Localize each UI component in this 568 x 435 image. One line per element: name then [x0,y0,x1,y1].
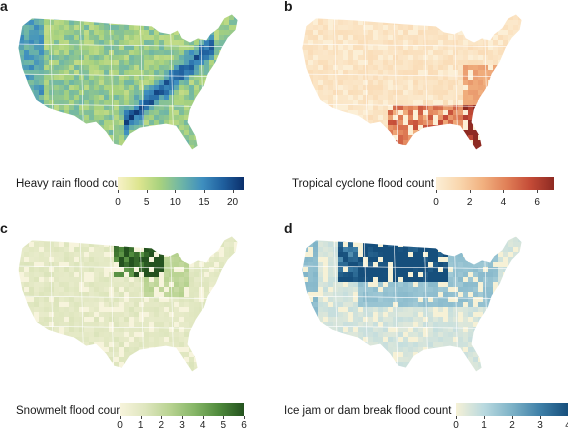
colorbar-tick-label: 5 [143,197,150,208]
panel-letter: a [0,0,8,14]
colorbar-tick-label: 10 [169,197,181,208]
colorbar [456,403,568,416]
map-panel-c: c Snowmelt flood count 0 1 2 3 4 5 6 [0,220,284,435]
colorbar-tick-label: 0 [433,197,439,208]
colorbar-tickmark [204,190,205,193]
colorbar-tickmark [456,416,457,419]
colorbar-tick-label: 6 [534,197,540,208]
colorbar-tickmark [244,416,245,419]
us-county-map [301,235,523,373]
colorbar-tick-label: 2 [466,197,473,208]
colorbar-tickmark [118,190,119,193]
legend-label: Ice jam or dam break flood count [284,405,452,417]
legend-label: Heavy rain flood count [16,178,131,190]
colorbar-tickmark [470,190,471,193]
colorbar-tickmark [120,416,121,419]
colorbar-tickmark [540,416,541,419]
panel-letter: d [284,220,293,236]
colorbar-tickmark [203,416,204,419]
colorbar-tickmark [512,416,513,419]
panel-letter: b [284,0,293,14]
colorbar-tickmark [233,190,234,193]
map-panel-a: a Heavy rain flood count 0 5 10 15 20 [0,0,284,213]
colorbar-tick-label: 20 [226,197,239,208]
colorbar-tickmark [161,416,162,419]
colorbar-tickmark [182,416,183,419]
colorbar-tick-label: 4 [500,197,507,208]
legend-label: Snowmelt flood count [16,405,126,417]
colorbar-tickmark [436,190,437,193]
colorbar-tickmark [223,416,224,419]
colorbar [118,177,244,190]
us-county-map [17,235,239,373]
colorbar-tickmark [484,416,485,419]
map-panel-b: b Tropical cyclone flood count 0 2 4 6 [284,0,568,213]
colorbar-tickmark [141,416,142,419]
us-county-map [17,13,239,151]
colorbar-tickmark [537,190,538,193]
legend-label: Tropical cyclone flood count [292,178,435,190]
colorbar-tick-label: 0 [115,197,121,208]
panel-letter: c [0,220,8,236]
colorbar-tickmark [175,190,176,193]
colorbar-tickmark [147,190,148,193]
colorbar [120,403,244,416]
us-county-map [301,13,523,151]
colorbar-tick-label: 15 [198,197,210,208]
colorbar [436,177,554,190]
colorbar-tickmark [503,190,504,193]
